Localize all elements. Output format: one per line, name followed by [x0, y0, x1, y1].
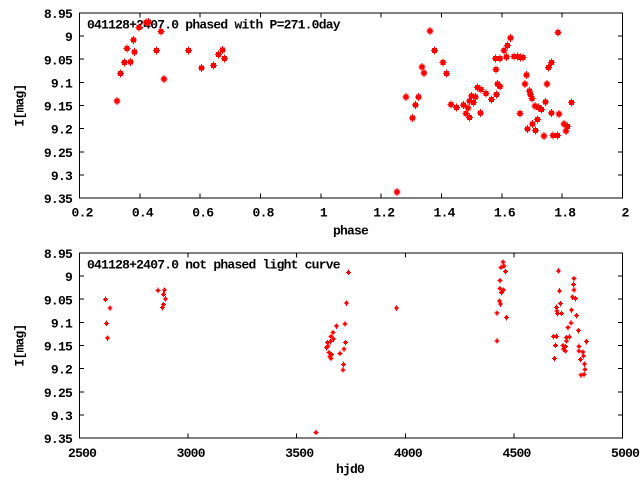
svg-text:1.2: 1.2: [373, 206, 395, 221]
svg-text:3000: 3000: [177, 446, 206, 461]
svg-text:9.3: 9.3: [51, 409, 73, 424]
svg-text:2: 2: [622, 206, 630, 221]
svg-text:I[mag]: I[mag]: [13, 324, 28, 366]
svg-text:9.2: 9.2: [51, 123, 73, 138]
svg-text:phase: phase: [333, 224, 369, 239]
svg-text:3500: 3500: [285, 446, 314, 461]
svg-text:1: 1: [320, 206, 328, 221]
svg-text:9.15: 9.15: [44, 340, 73, 355]
svg-text:9: 9: [65, 30, 73, 45]
svg-text:9.25: 9.25: [44, 146, 73, 161]
svg-text:5000: 5000: [611, 446, 640, 461]
svg-text:9.1: 9.1: [51, 316, 73, 331]
svg-text:9.05: 9.05: [44, 293, 73, 308]
svg-text:9.25: 9.25: [44, 386, 73, 401]
svg-text:1.8: 1.8: [554, 206, 576, 221]
svg-text:9.3: 9.3: [51, 169, 73, 184]
svg-text:4500: 4500: [502, 446, 531, 461]
svg-text:0.6: 0.6: [192, 206, 214, 221]
svg-text:9.1: 9.1: [51, 76, 73, 91]
svg-text:9.05: 9.05: [44, 53, 73, 68]
svg-text:4000: 4000: [394, 446, 423, 461]
svg-text:8.95: 8.95: [44, 7, 73, 22]
svg-text:9: 9: [65, 270, 73, 285]
svg-text:9.35: 9.35: [44, 432, 73, 447]
svg-text:9.35: 9.35: [44, 192, 73, 207]
svg-text:1.4: 1.4: [434, 206, 456, 221]
svg-text:041128+2407.0 phased with P=27: 041128+2407.0 phased with P=271.0day: [87, 18, 341, 33]
svg-text:041128+2407.0 not phased light: 041128+2407.0 not phased light curve: [87, 258, 341, 273]
svg-text:I[mag]: I[mag]: [13, 84, 28, 126]
svg-text:2500: 2500: [68, 446, 97, 461]
svg-text:8.95: 8.95: [44, 247, 73, 262]
svg-text:9.2: 9.2: [51, 363, 73, 378]
svg-text:9.15: 9.15: [44, 100, 73, 115]
svg-text:0.4: 0.4: [132, 206, 154, 221]
svg-text:0.2: 0.2: [72, 206, 94, 221]
svg-text:1.6: 1.6: [494, 206, 516, 221]
svg-text:0.8: 0.8: [253, 206, 275, 221]
svg-text:hjd0: hjd0: [336, 462, 365, 477]
